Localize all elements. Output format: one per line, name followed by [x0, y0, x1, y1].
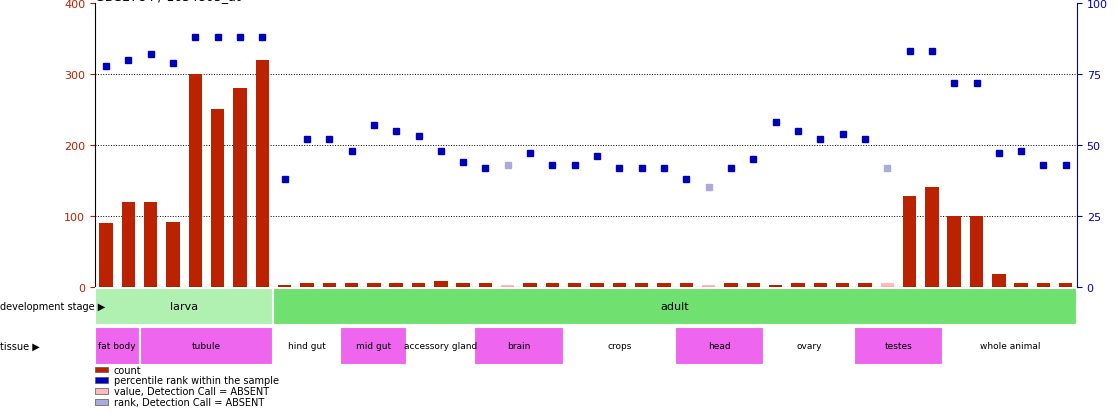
Bar: [273, 288, 1077, 325]
Bar: [613, 283, 626, 287]
Bar: [1059, 283, 1072, 287]
Text: accessory gland: accessory gland: [404, 342, 478, 350]
Bar: [764, 327, 854, 365]
Text: testes: testes: [885, 342, 912, 350]
Text: tissue ▶: tissue ▶: [0, 341, 40, 351]
Text: rank, Detection Call = ABSENT: rank, Detection Call = ABSENT: [114, 397, 264, 407]
Bar: [675, 327, 764, 365]
Bar: [95, 288, 273, 325]
Bar: [233, 89, 247, 287]
Text: whole animal: whole animal: [980, 342, 1040, 350]
Text: development stage ▶: development stage ▶: [0, 301, 105, 312]
Bar: [474, 327, 564, 365]
Text: hind gut: hind gut: [288, 342, 326, 350]
Bar: [211, 110, 224, 287]
Bar: [95, 327, 140, 365]
Bar: [456, 283, 470, 287]
Bar: [140, 327, 273, 365]
Text: GDS2784 / 1634805_at: GDS2784 / 1634805_at: [95, 0, 241, 3]
Bar: [122, 202, 135, 287]
Bar: [389, 283, 403, 287]
Bar: [724, 283, 738, 287]
Text: brain: brain: [508, 342, 530, 350]
Bar: [1037, 283, 1050, 287]
Bar: [568, 283, 581, 287]
Bar: [702, 285, 715, 287]
Bar: [479, 283, 492, 287]
Text: crops: crops: [607, 342, 632, 350]
Bar: [814, 283, 827, 287]
Bar: [367, 283, 381, 287]
Bar: [323, 283, 336, 287]
Bar: [769, 285, 782, 287]
Bar: [407, 327, 474, 365]
Bar: [590, 283, 604, 287]
Bar: [99, 223, 113, 287]
Bar: [273, 327, 340, 365]
Bar: [680, 283, 693, 287]
Bar: [992, 274, 1006, 287]
Bar: [434, 281, 448, 287]
Bar: [970, 216, 983, 287]
Bar: [925, 188, 939, 287]
Bar: [858, 283, 872, 287]
Text: fat body: fat body: [98, 342, 136, 350]
Bar: [635, 283, 648, 287]
Bar: [189, 75, 202, 287]
Bar: [523, 283, 537, 287]
Text: head: head: [709, 342, 731, 350]
Bar: [144, 202, 157, 287]
Bar: [166, 222, 180, 287]
Bar: [903, 197, 916, 287]
Text: mid gut: mid gut: [356, 342, 392, 350]
Text: ovary: ovary: [797, 342, 821, 350]
Bar: [300, 283, 314, 287]
Bar: [836, 283, 849, 287]
Text: larva: larva: [170, 301, 199, 312]
Bar: [256, 61, 269, 287]
Bar: [1014, 283, 1028, 287]
Text: tubule: tubule: [192, 342, 221, 350]
Bar: [943, 327, 1077, 365]
Bar: [278, 285, 291, 287]
Text: adult: adult: [661, 301, 690, 312]
Bar: [564, 327, 675, 365]
Bar: [881, 283, 894, 287]
Bar: [340, 327, 407, 365]
Bar: [546, 283, 559, 287]
Bar: [345, 283, 358, 287]
Bar: [791, 283, 805, 287]
Text: value, Detection Call = ABSENT: value, Detection Call = ABSENT: [114, 386, 269, 396]
Bar: [747, 283, 760, 287]
Bar: [854, 327, 943, 365]
Text: percentile rank within the sample: percentile rank within the sample: [114, 375, 279, 385]
Text: count: count: [114, 365, 142, 375]
Bar: [947, 216, 961, 287]
Bar: [501, 285, 514, 287]
Bar: [412, 283, 425, 287]
Bar: [657, 283, 671, 287]
